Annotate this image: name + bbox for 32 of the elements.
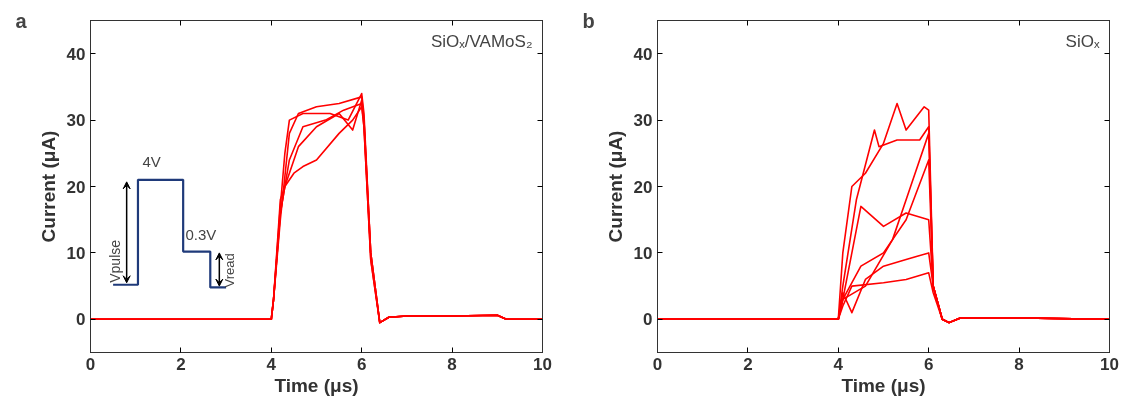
annotation: SiOₓ/VAMoS₂: [430, 31, 533, 51]
y-tick-label: 40: [633, 44, 653, 64]
annotation: Vread: [222, 253, 238, 288]
annotation: 4V: [142, 152, 161, 170]
y-tick-label: 20: [66, 177, 86, 197]
y-tick-label: 40: [66, 44, 86, 64]
y-tick-label: 30: [66, 111, 86, 131]
text: b: [582, 9, 595, 32]
x-tick-label: 6: [923, 354, 934, 374]
x-tick-label: 4: [833, 354, 844, 374]
y-tick-label: 0: [643, 310, 653, 330]
x-tick-label: 10: [1100, 354, 1119, 374]
x-axis-title: Time (μs): [841, 374, 926, 396]
x-tick-label: 8: [447, 354, 457, 374]
y-tick-label: 10: [66, 243, 86, 263]
x-axis-title: Time (μs): [274, 374, 359, 396]
x-tick-label: 4: [266, 354, 277, 374]
x-tick-label: 6: [356, 354, 367, 374]
text: a: [15, 9, 28, 32]
annotation: SiOₓ: [1065, 31, 1100, 51]
y-tick-label: 10: [633, 243, 653, 263]
annotation: 0.3V: [185, 225, 217, 243]
y-axis-title: Current (μA): [37, 130, 59, 243]
annotation: Vpulse: [107, 239, 124, 283]
y-tick-label: 30: [633, 111, 653, 131]
y-tick-label: 0: [76, 310, 86, 330]
x-tick-label: 10: [533, 354, 552, 374]
x-tick-label: 8: [1014, 354, 1024, 374]
y-axis-title: Current (μA): [604, 130, 626, 243]
y-tick-label: 20: [633, 177, 653, 197]
x-tick-label: 2: [176, 354, 186, 374]
x-tick-label: 2: [743, 354, 753, 374]
